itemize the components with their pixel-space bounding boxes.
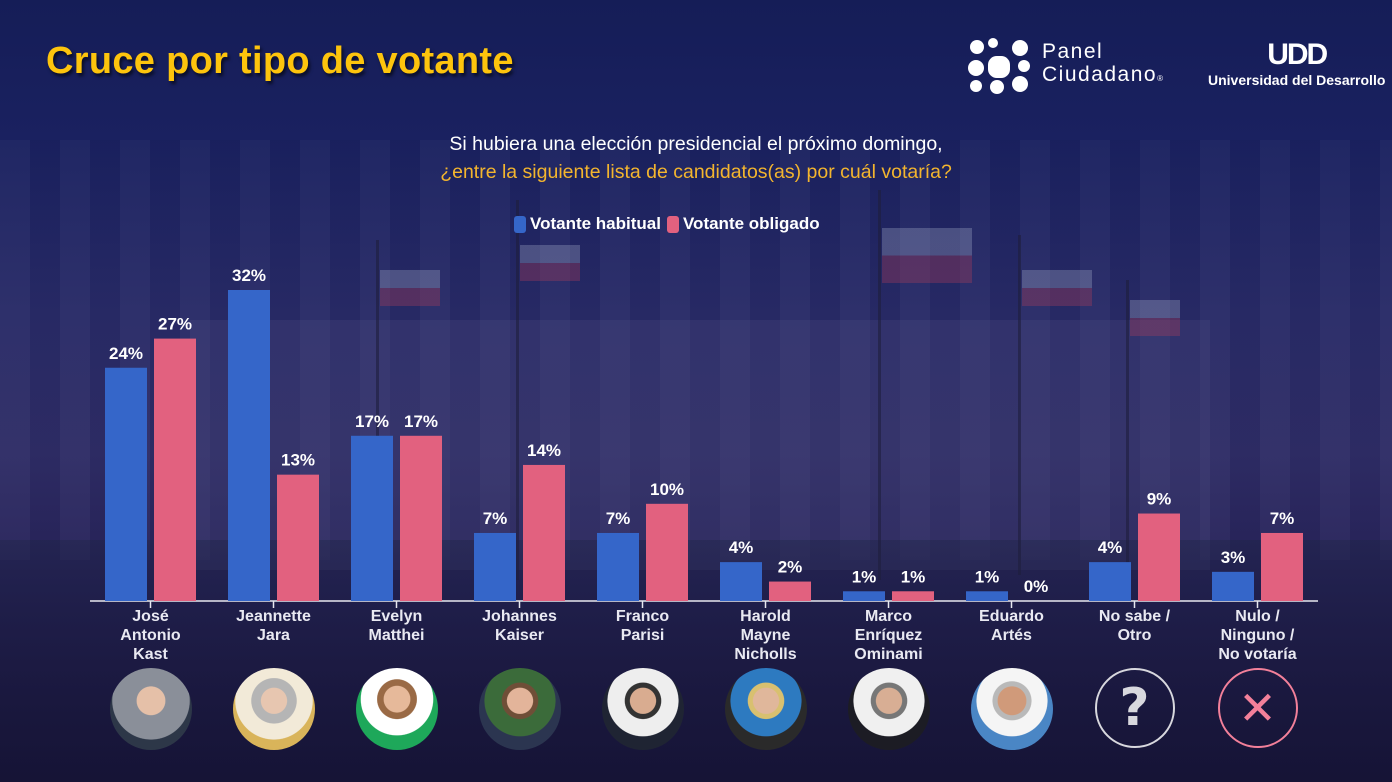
bar-obligado: [1138, 513, 1180, 601]
data-label: 9%: [1147, 490, 1172, 509]
data-label: 3%: [1221, 548, 1246, 567]
x-tick-label: Jeannette Jara: [236, 608, 311, 644]
flag: [882, 228, 972, 283]
bar-obligado: [1261, 532, 1303, 601]
legend-swatch-habitual: [514, 215, 526, 233]
bar-habitual: [474, 532, 516, 601]
data-label: 1%: [975, 567, 1000, 586]
question-mark-icon-glyph: ?: [1119, 678, 1150, 738]
data-label: 7%: [606, 509, 631, 528]
data-label: 27%: [158, 315, 192, 334]
flag: [1022, 270, 1092, 306]
data-label: 10%: [650, 480, 684, 499]
data-label: 17%: [404, 412, 438, 431]
question-mark-icon: ?: [1094, 668, 1175, 748]
bar-habitual: [351, 435, 393, 601]
chart-legend: Votante habitual Votante obligado: [514, 214, 820, 234]
x-tick-label: Evelyn Matthei: [369, 608, 425, 644]
data-label: 17%: [355, 412, 389, 431]
kast-photo: [109, 668, 192, 750]
bar-habitual: [1089, 562, 1131, 601]
data-label: 24%: [109, 344, 143, 363]
legend-item-obligado: Votante obligado: [666, 214, 820, 234]
flag: [380, 270, 440, 306]
survey-question: Si hubiera una elección presidencial el …: [0, 130, 1392, 186]
enriquez-ominami-photo: [847, 668, 930, 750]
panel-ciudadano-dots-icon: [968, 36, 1036, 94]
bar-habitual: [1212, 571, 1254, 601]
parisi-photo: [601, 668, 684, 750]
mayne-nicholls-photo: [724, 668, 807, 750]
bar-obligado: [277, 474, 319, 601]
flag: [520, 245, 580, 281]
bar-obligado: [400, 435, 442, 601]
data-label: 7%: [483, 509, 508, 528]
data-label: 4%: [729, 538, 754, 557]
bar-habitual: [843, 591, 885, 601]
x-tick-label: Harold Mayne Nicholls: [734, 608, 796, 663]
x-tick-label: Marco Enríquez Ominami: [854, 608, 922, 663]
data-label: 1%: [901, 567, 926, 586]
cross-icon-glyph: ✕: [1238, 681, 1277, 735]
bar-habitual: [720, 562, 762, 601]
flagpole: [1018, 235, 1021, 575]
bar-habitual: [228, 290, 270, 601]
udd-logo: UDD Universidad del Desarrollo: [1208, 38, 1386, 89]
cross-icon: ✕: [1217, 668, 1298, 748]
bar-habitual: [105, 367, 147, 601]
data-label: 14%: [527, 441, 561, 460]
bar-obligado: [892, 591, 934, 601]
panel-ciudadano-logo: Panel Ciudadano®: [968, 36, 1165, 94]
x-tick-label: Nulo / Ninguno / No votaría: [1218, 608, 1296, 663]
x-tick-label: Eduardo Artés: [979, 608, 1044, 644]
bar-obligado: [523, 464, 565, 601]
x-tick-label: No sabe / Otro: [1099, 608, 1171, 644]
panel-ciudadano-line1: Panel: [1042, 40, 1104, 63]
udd-mark: UDD: [1267, 38, 1328, 71]
flagpole: [376, 240, 379, 570]
x-tick-label: Franco Parisi: [616, 608, 670, 644]
flag: [1130, 300, 1180, 336]
data-label: 13%: [281, 451, 315, 470]
question-line2: ¿entre la siguiente lista de candidatos(…: [440, 161, 952, 183]
flagpole: [1126, 280, 1129, 580]
data-label: 32%: [232, 266, 266, 285]
data-label: 4%: [1098, 538, 1123, 557]
legend-label-habitual: Votante habitual: [530, 214, 661, 233]
matthei-photo: [355, 668, 438, 750]
data-label: 7%: [1270, 509, 1295, 528]
question-line1: Si hubiera una elección presidencial el …: [449, 133, 943, 155]
bar-obligado: [646, 503, 688, 601]
registered-mark: ®: [1157, 74, 1165, 83]
kaiser-photo: [478, 668, 561, 750]
jara-photo: [232, 668, 315, 750]
legend-swatch-obligado: [666, 215, 679, 233]
page-title: Cruce por tipo de votante: [46, 40, 514, 82]
bar-habitual: [966, 591, 1008, 601]
panel-ciudadano-line2: Ciudadano: [1042, 63, 1158, 86]
x-tick-label: Johannes Kaiser: [482, 608, 557, 644]
artes-photo: [970, 668, 1053, 750]
data-label: 2%: [778, 558, 803, 577]
data-label: 0%: [1024, 577, 1049, 596]
legend-label-obligado: Votante obligado: [682, 214, 820, 233]
udd-name: Universidad del Desarrollo: [1208, 72, 1386, 88]
bar-habitual: [597, 532, 639, 601]
bar-obligado: [154, 338, 196, 601]
legend-item-habitual: Votante habitual: [514, 214, 661, 234]
bar-obligado: [769, 581, 811, 601]
flagpole: [516, 200, 519, 580]
flagpole: [878, 190, 881, 580]
data-label: 1%: [852, 567, 877, 586]
x-tick-label: José Antonio Kast: [120, 608, 181, 663]
